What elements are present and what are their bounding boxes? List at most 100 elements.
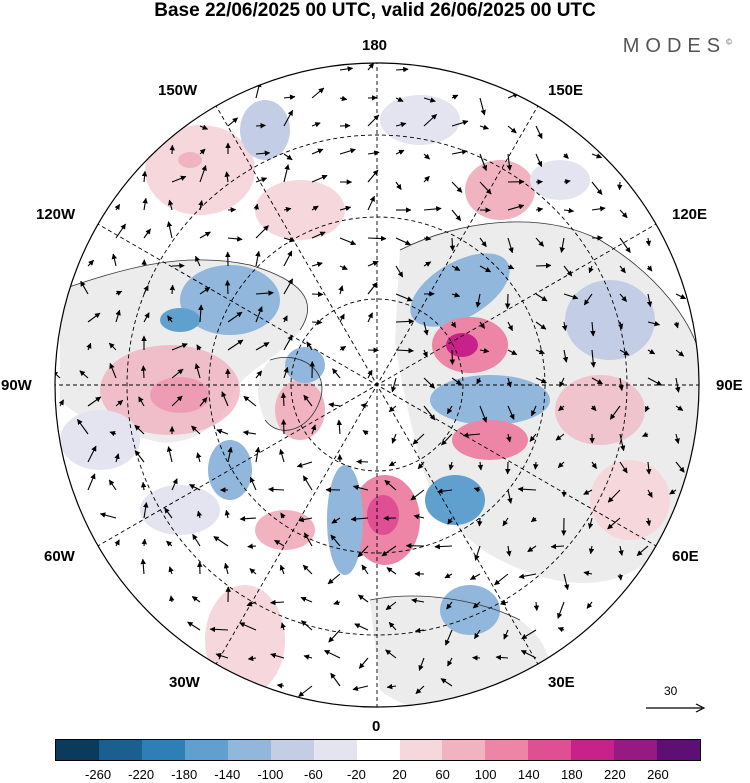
wind-arrow xyxy=(274,539,285,547)
wind-arrow xyxy=(563,265,573,277)
wind-arrow xyxy=(451,209,462,222)
wind-arrow xyxy=(479,237,487,248)
wind-arrow xyxy=(444,629,453,646)
wind-arrow xyxy=(298,516,313,523)
wind-arrow xyxy=(507,321,513,332)
wind-arrow xyxy=(518,573,537,579)
anomaly-shading xyxy=(60,95,670,695)
wind-arrow xyxy=(422,349,428,358)
wind-arrow xyxy=(410,489,425,501)
wind-arrow xyxy=(646,293,653,308)
colorbar-swatch xyxy=(657,740,701,760)
wind-arrow xyxy=(283,334,293,351)
wind-arrow xyxy=(171,343,188,351)
wind-arrow xyxy=(279,448,285,463)
wind-arrow xyxy=(449,237,456,252)
wind-arrow xyxy=(441,433,453,446)
wind-arrow xyxy=(280,392,287,407)
wind-arrow xyxy=(395,96,404,102)
wind-arrow xyxy=(199,164,207,183)
wind-arrow xyxy=(280,512,286,519)
wind-arrow xyxy=(328,402,341,408)
wind-arrow xyxy=(352,685,369,692)
wind-arrow xyxy=(140,365,147,379)
wind-arrow xyxy=(141,538,147,547)
wind-arrow xyxy=(557,461,565,468)
wind-arrow xyxy=(311,261,323,268)
colorbar-tick-label: 60 xyxy=(435,767,450,782)
colorbar-swatch xyxy=(184,740,228,760)
wind-arrow xyxy=(357,594,369,603)
wind-arrow xyxy=(283,164,290,183)
wind-arrow xyxy=(447,517,453,525)
modes-logo: MODES© xyxy=(623,35,732,58)
wind-arrow xyxy=(330,672,341,687)
wind-arrow xyxy=(108,479,117,491)
wind-arrow xyxy=(196,452,202,463)
wind-arrow xyxy=(495,654,509,661)
wind-arrow xyxy=(446,405,453,415)
reference-arrow-icon xyxy=(646,703,706,713)
wind-arrow xyxy=(559,237,565,253)
wind-arrow xyxy=(591,206,606,212)
wind-arrow xyxy=(227,117,239,127)
wind-arrow xyxy=(361,564,369,575)
wind-arrow xyxy=(58,399,64,407)
wind-arrow xyxy=(386,683,397,690)
wind-arrow xyxy=(109,430,117,437)
wind-arrow xyxy=(437,488,453,494)
wind-arrow xyxy=(674,433,680,445)
wind-arrow xyxy=(462,432,481,438)
wind-arrow xyxy=(562,153,569,159)
wind-arrow xyxy=(641,431,649,437)
wind-arrow xyxy=(479,97,486,116)
wind-arrow xyxy=(227,207,237,213)
wind-arrow xyxy=(140,558,146,575)
wind-arrow xyxy=(412,433,425,445)
wind-arrow xyxy=(283,250,293,267)
wind-arrow xyxy=(302,564,313,575)
wind-arrow xyxy=(535,293,548,302)
wind-arrow xyxy=(395,318,415,325)
wind-arrow xyxy=(114,539,120,547)
wind-arrow xyxy=(645,517,652,527)
wind-arrow xyxy=(617,181,623,191)
wind-arrow xyxy=(617,573,623,581)
wind-arrow xyxy=(535,206,544,213)
wind-arrow xyxy=(115,309,121,323)
wind-arrow xyxy=(331,517,341,524)
wind-arrow xyxy=(215,653,229,659)
wind-arrow xyxy=(591,377,603,385)
wind-arrow xyxy=(450,321,457,328)
wind-arrow xyxy=(448,461,454,471)
wind-arrow xyxy=(140,481,147,491)
colorbar-swatch xyxy=(485,740,529,760)
wind-arrow xyxy=(479,265,492,273)
wind-arrow xyxy=(167,315,173,323)
colorbar-tick-label: -260 xyxy=(85,767,112,782)
wind-arrow xyxy=(357,545,369,558)
wind-arrow xyxy=(134,450,145,463)
wind-arrow xyxy=(451,119,469,127)
wind-arrow xyxy=(562,349,569,363)
colorbar-swatch xyxy=(442,740,486,760)
wind-arrow xyxy=(388,460,397,467)
wind-arrow xyxy=(339,95,348,102)
wind-arrow xyxy=(311,148,324,155)
wind-arrow xyxy=(415,685,425,695)
wind-arrow xyxy=(502,517,509,527)
wind-arrow xyxy=(270,652,285,659)
wind-arrow xyxy=(414,627,425,634)
wind-arrow xyxy=(473,487,481,493)
wind-arrow xyxy=(507,489,513,504)
wind-arrow xyxy=(192,533,201,547)
wind-arrow xyxy=(300,620,313,631)
wind-arrow xyxy=(114,203,121,211)
wind-arrow xyxy=(609,405,621,420)
lon-label-150w: 150W xyxy=(158,82,198,99)
wind-arrow xyxy=(169,595,175,603)
wind-arrow xyxy=(506,377,512,388)
lon-label-30e: 30E xyxy=(548,674,575,691)
wind-arrow xyxy=(283,206,292,213)
wind-arrow xyxy=(675,349,685,357)
